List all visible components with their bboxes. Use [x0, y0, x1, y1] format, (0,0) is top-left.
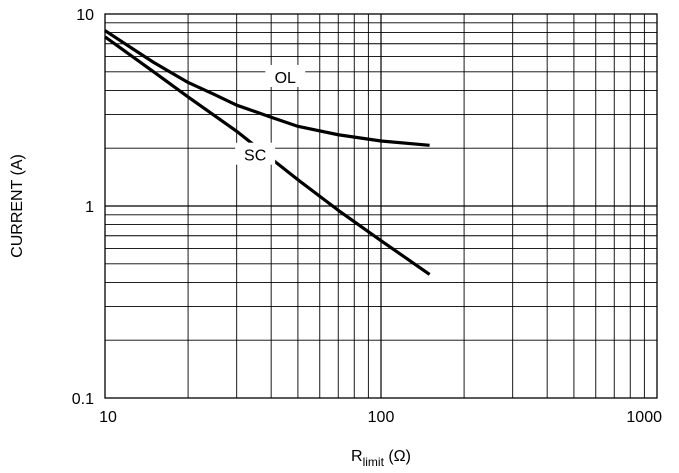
series-labels: OL SC	[235, 64, 306, 165]
series-line-ol	[104, 29, 430, 147]
series-label-ol: OL	[275, 70, 296, 87]
y-tick-label: 10	[76, 7, 94, 24]
plot-frame	[104, 13, 658, 399]
y-tick-label: 0.1	[72, 391, 94, 408]
x-tick-label: 10	[99, 409, 117, 426]
x-axis-label: Rlimit (Ω)	[351, 448, 411, 469]
grid	[105, 14, 657, 398]
series-label-background	[265, 64, 306, 87]
series-label-background	[235, 142, 276, 165]
x-axis-label-main: R	[351, 448, 363, 465]
series-label-sc: SC	[244, 148, 266, 165]
tick-labels: 10 100 1000 0.1 1 10	[72, 7, 662, 426]
y-tick-label: 1	[85, 199, 94, 216]
x-axis-label-subscript: limit	[363, 455, 385, 469]
x-tick-label: 100	[368, 409, 395, 426]
x-tick-label: 1000	[626, 409, 662, 426]
x-axis-label-unit: (Ω)	[384, 448, 411, 465]
y-axis-label: CURRENT (A)	[9, 154, 26, 258]
